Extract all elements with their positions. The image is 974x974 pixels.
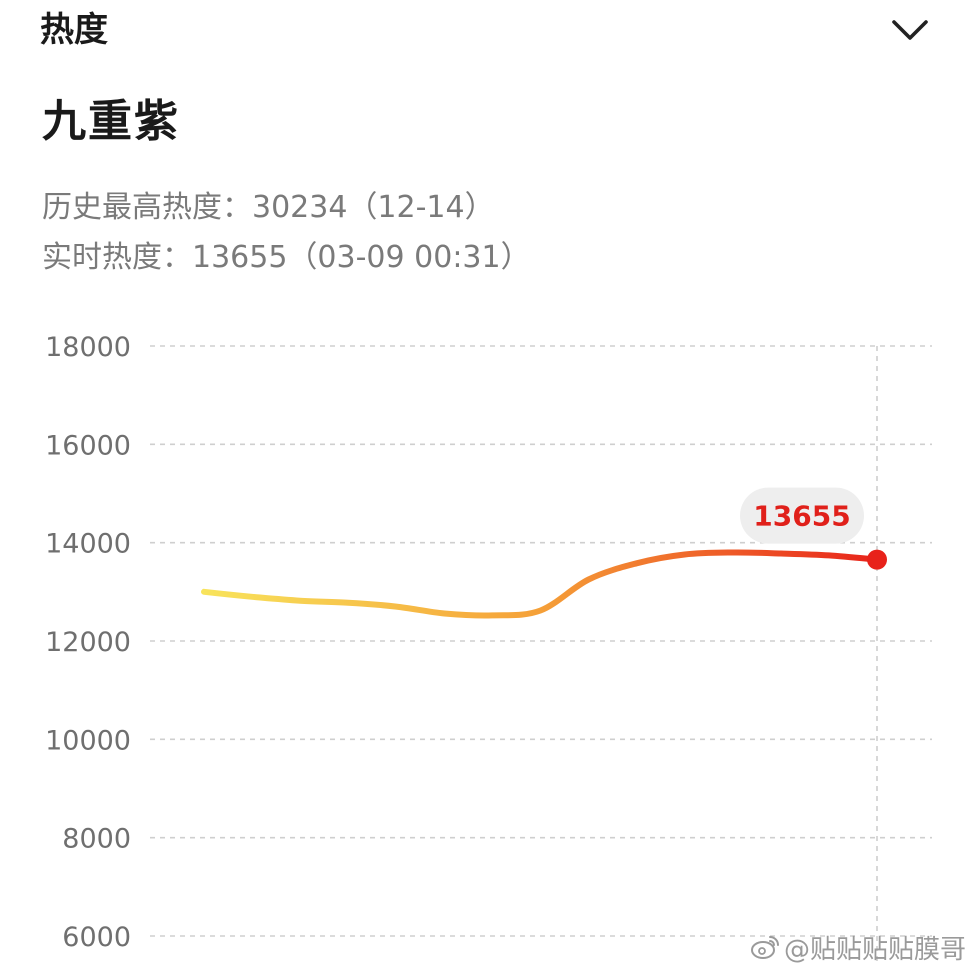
weibo-logo-icon — [750, 936, 779, 959]
live-heat-text: 实时热度：13655（03-09 00:31） — [42, 240, 531, 275]
y-tick-label: 8000 — [62, 824, 131, 855]
peak-heat-text: 历史最高热度：30234（12-14） — [42, 190, 495, 225]
heat-trend-chart-svg: 18000 16000 14000 12000 10000 8000 6000 13655 — [45, 332, 932, 966]
y-tick-label: 16000 — [45, 430, 131, 461]
current-value-label: 13655 — [753, 500, 850, 533]
collapse-button[interactable] — [890, 12, 930, 48]
watermark-text: @贴贴贴贴膜哥 — [783, 934, 966, 965]
y-tick-label: 10000 — [45, 725, 131, 756]
chevron-down-icon — [892, 20, 928, 40]
y-tick-label: 18000 — [45, 332, 131, 363]
y-tick-label: 6000 — [62, 922, 131, 953]
topic-title: 九重紫 — [42, 96, 180, 147]
y-tick-label: 12000 — [45, 627, 131, 658]
heat-trend-chart: 18000 16000 14000 12000 10000 8000 6000 13655 — [0, 300, 974, 974]
y-tick-label: 14000 — [45, 529, 131, 560]
current-value-pill — [740, 487, 864, 544]
panel-header: 热度 — [40, 8, 930, 52]
heat-series-line — [201, 549, 880, 619]
panel-title: 热度 — [40, 10, 108, 50]
current-value-point — [867, 549, 887, 570]
weibo-watermark: @贴贴贴贴膜哥 — [750, 932, 966, 965]
